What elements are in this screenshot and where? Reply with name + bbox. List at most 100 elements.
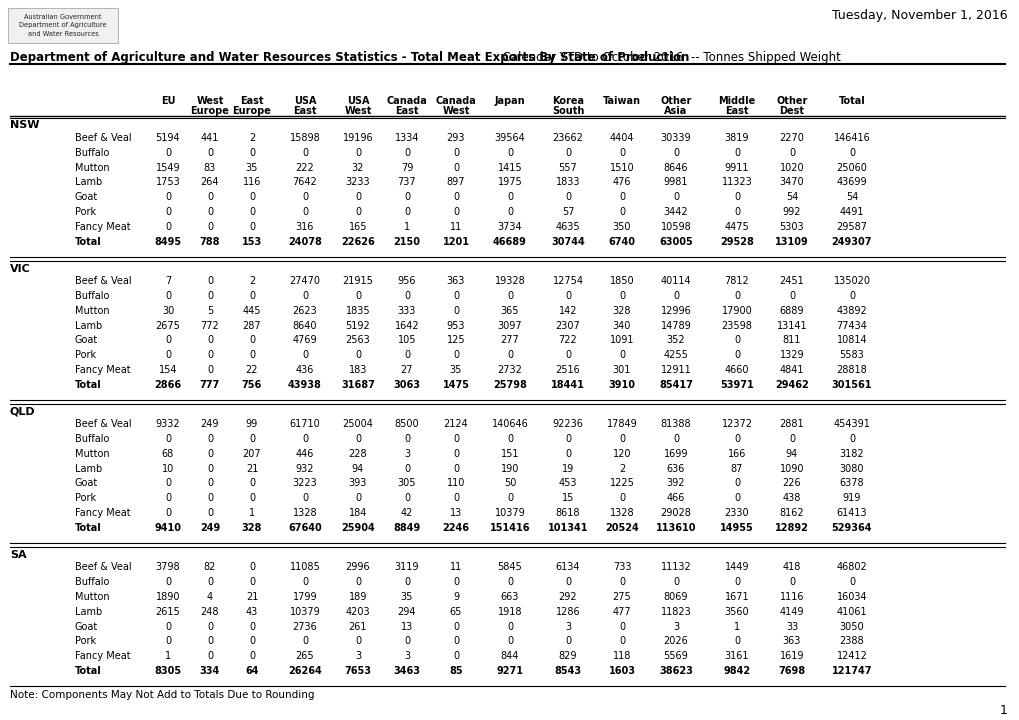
Text: 183: 183: [348, 365, 367, 375]
Text: 3819: 3819: [725, 133, 749, 143]
Text: 722: 722: [558, 336, 577, 346]
Text: 0: 0: [207, 464, 213, 474]
Text: 476: 476: [612, 177, 631, 187]
Text: 11323: 11323: [720, 177, 752, 187]
Text: 8305: 8305: [154, 666, 181, 676]
Text: USA: USA: [293, 96, 316, 106]
Text: 1603: 1603: [608, 666, 635, 676]
Text: 14955: 14955: [719, 523, 753, 533]
Text: 1699: 1699: [663, 449, 688, 459]
Text: 0: 0: [249, 192, 255, 202]
Text: 1225: 1225: [609, 478, 634, 488]
Text: 2516: 2516: [555, 365, 580, 375]
Text: 301: 301: [612, 365, 631, 375]
Text: 0: 0: [452, 449, 459, 459]
Text: 2866: 2866: [154, 379, 181, 390]
Text: 932: 932: [296, 464, 314, 474]
Text: 25904: 25904: [340, 523, 375, 533]
Text: East: East: [725, 106, 748, 116]
Text: 8849: 8849: [393, 523, 420, 533]
Text: Goat: Goat: [75, 192, 98, 202]
Text: 334: 334: [200, 666, 220, 676]
Text: 0: 0: [506, 291, 513, 301]
Text: 94: 94: [352, 464, 364, 474]
Text: 0: 0: [452, 577, 459, 587]
Text: 294: 294: [397, 607, 416, 617]
Text: 29528: 29528: [719, 237, 753, 246]
Text: 110: 110: [446, 478, 465, 488]
Text: 46689: 46689: [492, 237, 527, 246]
Text: 23662: 23662: [552, 133, 583, 143]
Text: 1549: 1549: [156, 163, 180, 173]
Text: 0: 0: [404, 636, 410, 647]
Text: 1334: 1334: [394, 133, 419, 143]
Text: 0: 0: [619, 148, 625, 158]
Text: 636: 636: [666, 464, 685, 474]
Text: 153: 153: [242, 237, 262, 246]
Text: 67640: 67640: [287, 523, 322, 533]
Text: 16034: 16034: [836, 592, 866, 602]
Text: 4: 4: [207, 592, 213, 602]
Text: 189: 189: [348, 592, 367, 602]
Text: Fancy Meat: Fancy Meat: [75, 365, 130, 375]
Text: Lamb: Lamb: [75, 177, 102, 187]
Text: 3470: 3470: [779, 177, 804, 187]
Text: 3: 3: [565, 621, 571, 631]
Text: 4660: 4660: [725, 365, 749, 375]
Text: 2: 2: [619, 464, 625, 474]
Text: 35: 35: [400, 592, 413, 602]
Text: 0: 0: [506, 207, 513, 217]
Text: West: West: [196, 96, 223, 106]
Text: 0: 0: [249, 291, 255, 301]
Text: 77434: 77434: [836, 320, 866, 330]
Text: 1671: 1671: [723, 592, 749, 602]
Text: 1475: 1475: [442, 379, 469, 390]
Text: 4635: 4635: [555, 222, 580, 232]
Text: 43892: 43892: [836, 306, 866, 315]
Text: Europe: Europe: [232, 106, 271, 116]
Text: 1835: 1835: [345, 306, 370, 315]
Text: 4769: 4769: [292, 336, 317, 346]
Text: 3: 3: [673, 621, 679, 631]
Text: 0: 0: [249, 493, 255, 503]
Text: 0: 0: [249, 434, 255, 444]
Text: 32: 32: [352, 163, 364, 173]
Text: 0: 0: [404, 148, 410, 158]
Text: 8646: 8646: [663, 163, 688, 173]
Text: 27470: 27470: [289, 276, 320, 286]
Text: 3050: 3050: [839, 621, 863, 631]
Text: 19196: 19196: [342, 133, 373, 143]
Text: East: East: [395, 106, 419, 116]
Text: 249: 249: [201, 419, 219, 429]
Text: 0: 0: [565, 434, 571, 444]
Text: 25004: 25004: [342, 419, 373, 429]
Text: 7698: 7698: [777, 666, 805, 676]
Text: South: South: [551, 106, 584, 116]
Text: 0: 0: [788, 148, 794, 158]
Text: 0: 0: [565, 192, 571, 202]
Text: Pork: Pork: [75, 207, 96, 217]
Text: Other: Other: [659, 96, 691, 106]
Text: 0: 0: [404, 577, 410, 587]
Text: 3: 3: [404, 651, 410, 661]
Text: 0: 0: [165, 336, 171, 346]
Text: 293: 293: [446, 133, 465, 143]
Text: 0: 0: [452, 493, 459, 503]
Text: 85417: 85417: [658, 379, 692, 390]
Text: 1619: 1619: [779, 651, 803, 661]
Text: 953: 953: [446, 320, 465, 330]
Text: 10379: 10379: [289, 607, 320, 617]
Text: 0: 0: [302, 493, 308, 503]
Text: 0: 0: [207, 651, 213, 661]
Text: 772: 772: [201, 320, 219, 330]
Text: Calendar YTD to October 2016  -- Tonnes Shipped Weight: Calendar YTD to October 2016 -- Tonnes S…: [494, 50, 840, 63]
Text: 82: 82: [204, 562, 216, 572]
Text: 392: 392: [666, 478, 685, 488]
Text: 1090: 1090: [779, 464, 803, 474]
Text: 1: 1: [165, 651, 171, 661]
Text: 316: 316: [296, 222, 314, 232]
Text: 0: 0: [249, 148, 255, 158]
Text: Asia: Asia: [663, 106, 687, 116]
Text: 7812: 7812: [723, 276, 749, 286]
Text: 0: 0: [734, 493, 740, 503]
